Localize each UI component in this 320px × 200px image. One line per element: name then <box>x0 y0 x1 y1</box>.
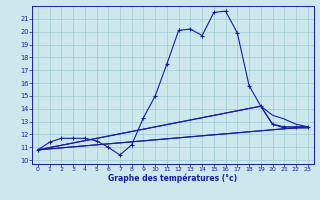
X-axis label: Graphe des températures (°c): Graphe des températures (°c) <box>108 174 237 183</box>
